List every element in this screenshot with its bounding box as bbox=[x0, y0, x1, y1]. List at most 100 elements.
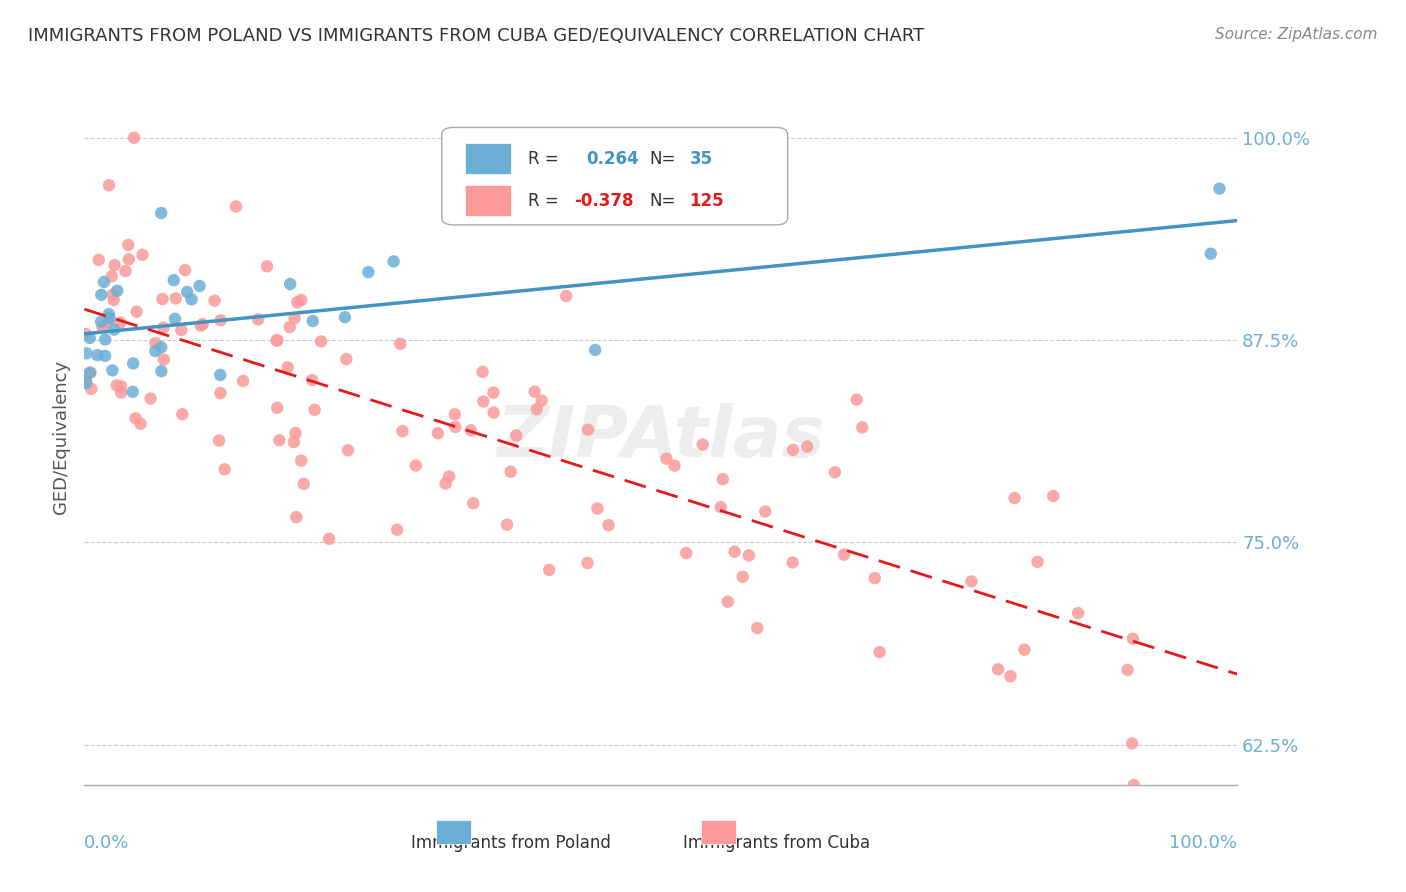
Point bbox=[163, 311, 186, 326]
Point bbox=[284, 425, 307, 440]
Point bbox=[1121, 736, 1143, 750]
Point bbox=[150, 364, 173, 378]
Point bbox=[93, 275, 115, 289]
Point bbox=[754, 504, 776, 518]
Point bbox=[122, 356, 145, 370]
Point bbox=[188, 279, 211, 293]
Point bbox=[389, 336, 412, 351]
Text: 100.0%: 100.0% bbox=[1170, 834, 1237, 852]
Point bbox=[304, 402, 326, 417]
Point bbox=[75, 374, 97, 388]
Point bbox=[583, 343, 606, 357]
Point bbox=[101, 287, 124, 301]
Text: -0.378: -0.378 bbox=[575, 192, 634, 210]
Point bbox=[482, 385, 505, 400]
Point bbox=[94, 333, 117, 347]
Point bbox=[1042, 489, 1064, 503]
Point bbox=[309, 334, 332, 349]
Point bbox=[94, 349, 117, 363]
Point bbox=[530, 393, 553, 408]
Point bbox=[747, 621, 769, 635]
FancyBboxPatch shape bbox=[436, 820, 471, 844]
Point bbox=[301, 373, 323, 387]
Point bbox=[170, 323, 193, 337]
FancyBboxPatch shape bbox=[702, 820, 735, 844]
FancyBboxPatch shape bbox=[441, 128, 787, 225]
Point bbox=[79, 366, 101, 380]
Point bbox=[247, 312, 270, 326]
Point bbox=[110, 379, 132, 393]
Point bbox=[463, 496, 485, 510]
Point bbox=[1014, 642, 1036, 657]
Point bbox=[87, 252, 110, 267]
Point bbox=[103, 323, 125, 337]
Point bbox=[723, 545, 745, 559]
Point bbox=[232, 374, 254, 388]
Point bbox=[1116, 663, 1139, 677]
Point bbox=[710, 500, 733, 515]
Point bbox=[278, 277, 301, 291]
Point bbox=[278, 320, 301, 334]
Text: R =: R = bbox=[529, 192, 560, 210]
Point bbox=[208, 434, 231, 448]
Point bbox=[103, 258, 125, 272]
Point bbox=[124, 411, 146, 425]
Point bbox=[256, 260, 278, 274]
Point bbox=[692, 437, 714, 451]
Point bbox=[172, 407, 194, 421]
Point bbox=[290, 293, 312, 307]
Point bbox=[79, 331, 101, 345]
Point bbox=[1122, 632, 1144, 646]
Point bbox=[1199, 246, 1222, 260]
Point bbox=[209, 386, 232, 401]
Point bbox=[103, 293, 125, 307]
Point bbox=[405, 458, 427, 473]
Point bbox=[101, 363, 124, 377]
Point bbox=[176, 285, 198, 299]
Point bbox=[471, 365, 494, 379]
Point bbox=[180, 293, 202, 307]
Point bbox=[782, 556, 804, 570]
FancyBboxPatch shape bbox=[465, 143, 510, 175]
Point bbox=[576, 556, 599, 570]
Point bbox=[269, 434, 291, 448]
Y-axis label: GED/Equivalency: GED/Equivalency bbox=[52, 360, 70, 514]
Point bbox=[122, 130, 145, 145]
Point bbox=[97, 315, 120, 329]
Point bbox=[75, 376, 97, 390]
Text: 35: 35 bbox=[690, 150, 713, 168]
Point bbox=[152, 292, 174, 306]
Point bbox=[86, 348, 108, 362]
Point bbox=[98, 178, 121, 193]
Point bbox=[426, 426, 449, 441]
Point bbox=[863, 571, 886, 585]
Point bbox=[382, 254, 405, 268]
Point bbox=[266, 333, 288, 347]
Point bbox=[832, 548, 855, 562]
Point bbox=[75, 326, 97, 341]
Point bbox=[391, 424, 413, 438]
Point bbox=[105, 284, 128, 298]
Point bbox=[576, 423, 599, 437]
Text: N=: N= bbox=[650, 192, 676, 210]
Text: Immigrants from Cuba: Immigrants from Cuba bbox=[682, 834, 870, 852]
Point bbox=[117, 238, 139, 252]
Point bbox=[472, 394, 495, 409]
Point bbox=[1067, 606, 1090, 620]
Point bbox=[114, 264, 136, 278]
Point bbox=[145, 344, 167, 359]
Point bbox=[285, 295, 308, 310]
Point bbox=[100, 269, 122, 284]
Point bbox=[150, 206, 173, 220]
Point bbox=[675, 546, 697, 560]
Point bbox=[505, 428, 527, 442]
Point bbox=[214, 462, 236, 476]
Point bbox=[266, 401, 288, 415]
Point bbox=[717, 595, 740, 609]
Point bbox=[385, 523, 408, 537]
Point bbox=[139, 392, 162, 406]
Point bbox=[131, 248, 153, 262]
Text: 0.0%: 0.0% bbox=[84, 834, 129, 852]
Point bbox=[75, 346, 97, 360]
Point bbox=[796, 440, 818, 454]
